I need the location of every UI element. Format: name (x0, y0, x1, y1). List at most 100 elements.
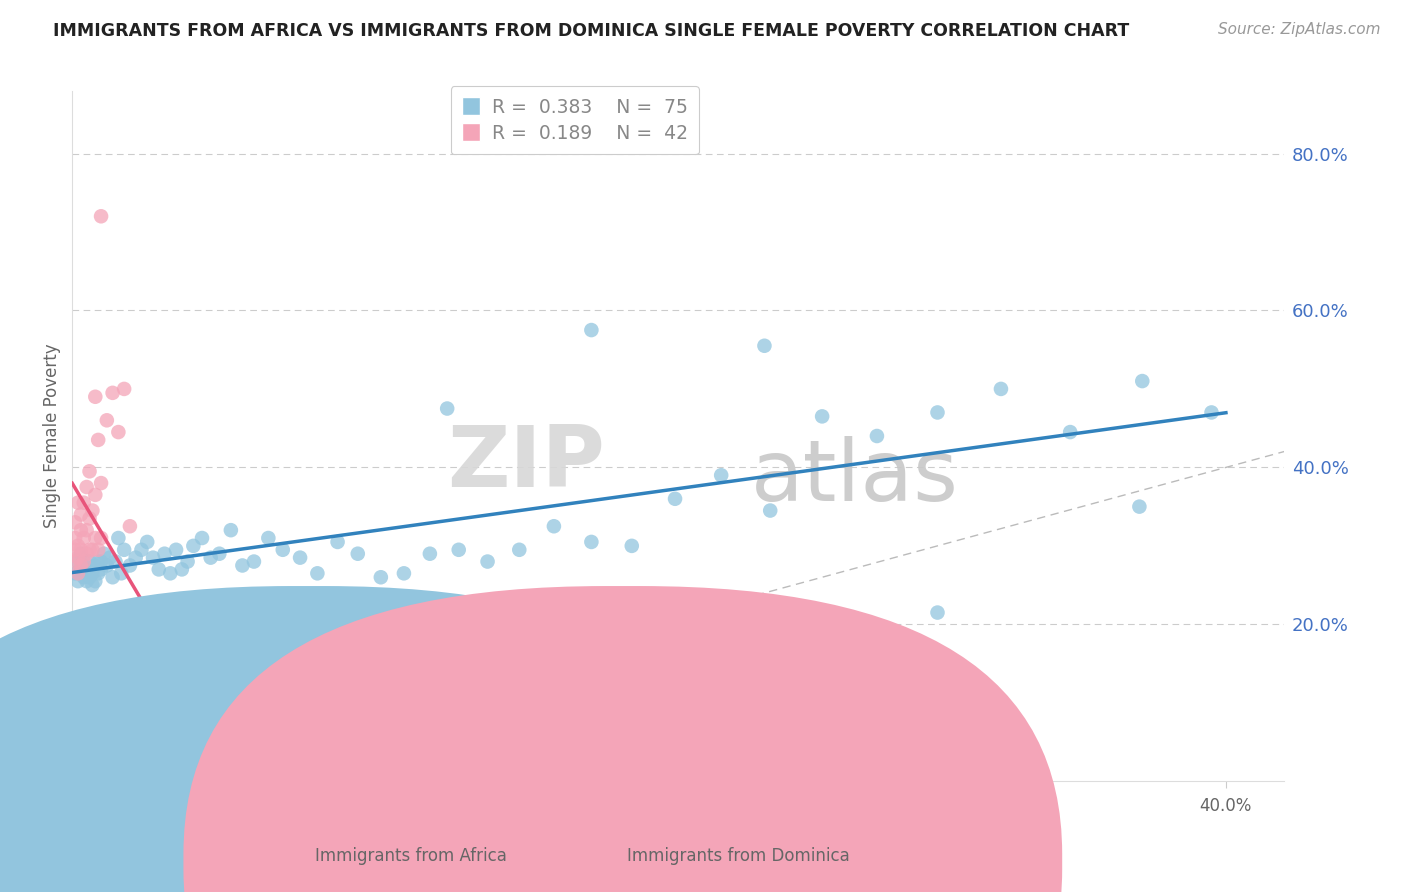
Point (118, 558, 141, 573)
Point (73, 531, 96, 545)
Point (200, 550, 222, 565)
Point (477, 555, 499, 569)
Point (73, 496, 96, 510)
Point (79, 542, 101, 557)
Point (66, 555, 89, 569)
Point (1059, 425, 1081, 439)
Point (84, 488, 107, 502)
Point (257, 531, 280, 545)
Point (70, 558, 93, 573)
Point (436, 401, 458, 416)
Point (927, 606, 949, 620)
Point (76, 480, 98, 494)
Point (176, 555, 198, 569)
Point (811, 409, 834, 424)
Point (73, 570, 96, 584)
Point (142, 550, 165, 565)
Point (118, 519, 141, 533)
Point (139, 680, 162, 694)
Point (73, 558, 96, 573)
Point (90, 209, 112, 223)
Point (82, 566, 104, 581)
Point (87, 542, 110, 557)
Point (96, 413, 118, 427)
Point (66, 550, 89, 565)
Point (271, 542, 294, 557)
Point (79, 464, 101, 478)
Point (112, 542, 135, 557)
Point (927, 405, 949, 419)
Point (70, 547, 93, 561)
Text: Immigrants from Africa: Immigrants from Africa (315, 847, 508, 865)
Point (219, 523, 242, 537)
Point (73, 555, 96, 569)
Point (66, 574, 89, 589)
Point (208, 547, 231, 561)
Point (1130, 374, 1153, 388)
Point (96, 558, 118, 573)
Point (66, 566, 89, 581)
Point (620, 539, 643, 553)
Point (107, 425, 129, 439)
Point (76, 562, 98, 576)
Point (63, 555, 86, 569)
Point (664, 491, 686, 506)
Point (419, 547, 441, 561)
Point (581, 323, 603, 337)
Text: Immigrants from Dominica: Immigrants from Dominica (627, 847, 849, 865)
Point (148, 692, 170, 706)
Point (90, 562, 112, 576)
Point (70, 523, 93, 537)
Point (759, 503, 782, 517)
Point (84, 390, 107, 404)
Point (84, 574, 107, 589)
Point (153, 547, 176, 561)
Point (63, 516, 86, 530)
Point (76, 523, 98, 537)
Text: Source: ZipAtlas.com: Source: ZipAtlas.com (1218, 22, 1381, 37)
Point (93, 547, 115, 561)
Point (156, 668, 179, 682)
Point (165, 542, 187, 557)
Point (79, 570, 101, 584)
Point (79, 511, 101, 525)
Point (87, 555, 110, 569)
Point (112, 382, 135, 396)
Point (82, 578, 104, 592)
Point (243, 555, 266, 569)
Point (98, 550, 121, 565)
Point (101, 385, 124, 400)
Point (148, 562, 170, 576)
Text: IMMIGRANTS FROM AFRICA VS IMMIGRANTS FROM DOMINICA SINGLE FEMALE POVERTY CORRELA: IMMIGRANTS FROM AFRICA VS IMMIGRANTS FRO… (53, 22, 1129, 40)
Legend: R =  0.383    N =  75, R =  0.189    N =  42: R = 0.383 N = 75, R = 0.189 N = 42 (451, 87, 699, 154)
Point (79, 555, 101, 569)
Point (70, 508, 93, 522)
Point (76, 547, 98, 561)
Point (866, 429, 889, 443)
Point (110, 566, 132, 581)
Point (990, 382, 1012, 396)
Point (136, 535, 159, 549)
Point (346, 547, 368, 561)
Point (90, 555, 112, 569)
Point (76, 574, 98, 589)
Point (183, 539, 205, 553)
Point (392, 566, 415, 581)
Point (581, 535, 603, 549)
Point (84, 531, 107, 545)
Point (370, 570, 392, 584)
Point (326, 535, 349, 549)
Point (543, 519, 565, 533)
Point (87, 566, 110, 581)
Point (90, 531, 112, 545)
Point (66, 496, 89, 510)
Point (1201, 405, 1223, 419)
Point (82, 503, 104, 517)
Y-axis label: Single Female Poverty: Single Female Poverty (44, 343, 60, 528)
Point (170, 562, 193, 576)
Point (508, 542, 530, 557)
Point (70, 542, 93, 557)
Point (131, 542, 153, 557)
Point (176, 719, 198, 733)
Point (82, 542, 104, 557)
